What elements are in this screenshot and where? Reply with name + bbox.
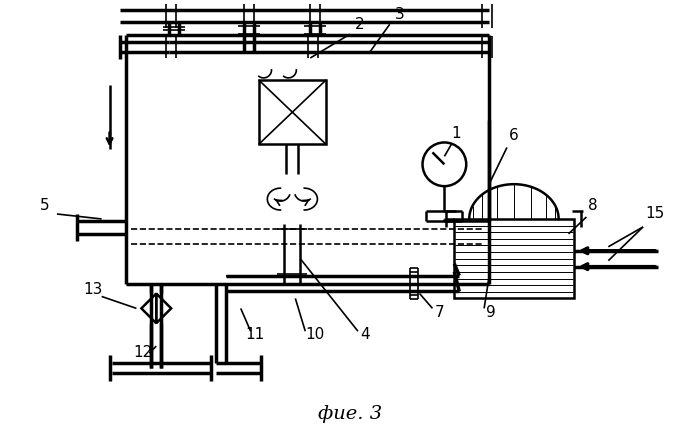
Text: фие. 3: фие. 3 <box>318 404 382 422</box>
Text: 8: 8 <box>589 198 598 213</box>
Text: 2: 2 <box>355 17 365 32</box>
Text: 11: 11 <box>245 326 265 341</box>
Bar <box>454 219 574 299</box>
Text: 4: 4 <box>360 326 370 341</box>
Bar <box>259 81 326 145</box>
Text: 6: 6 <box>509 128 519 143</box>
Text: 1: 1 <box>452 126 461 141</box>
Text: 13: 13 <box>84 282 103 297</box>
Text: 3: 3 <box>395 7 405 22</box>
Text: 5: 5 <box>40 198 50 213</box>
Text: 9: 9 <box>486 305 496 320</box>
Text: 12: 12 <box>134 344 152 359</box>
Text: 7: 7 <box>435 305 444 320</box>
Text: 15: 15 <box>645 205 664 220</box>
Text: 10: 10 <box>305 326 324 341</box>
